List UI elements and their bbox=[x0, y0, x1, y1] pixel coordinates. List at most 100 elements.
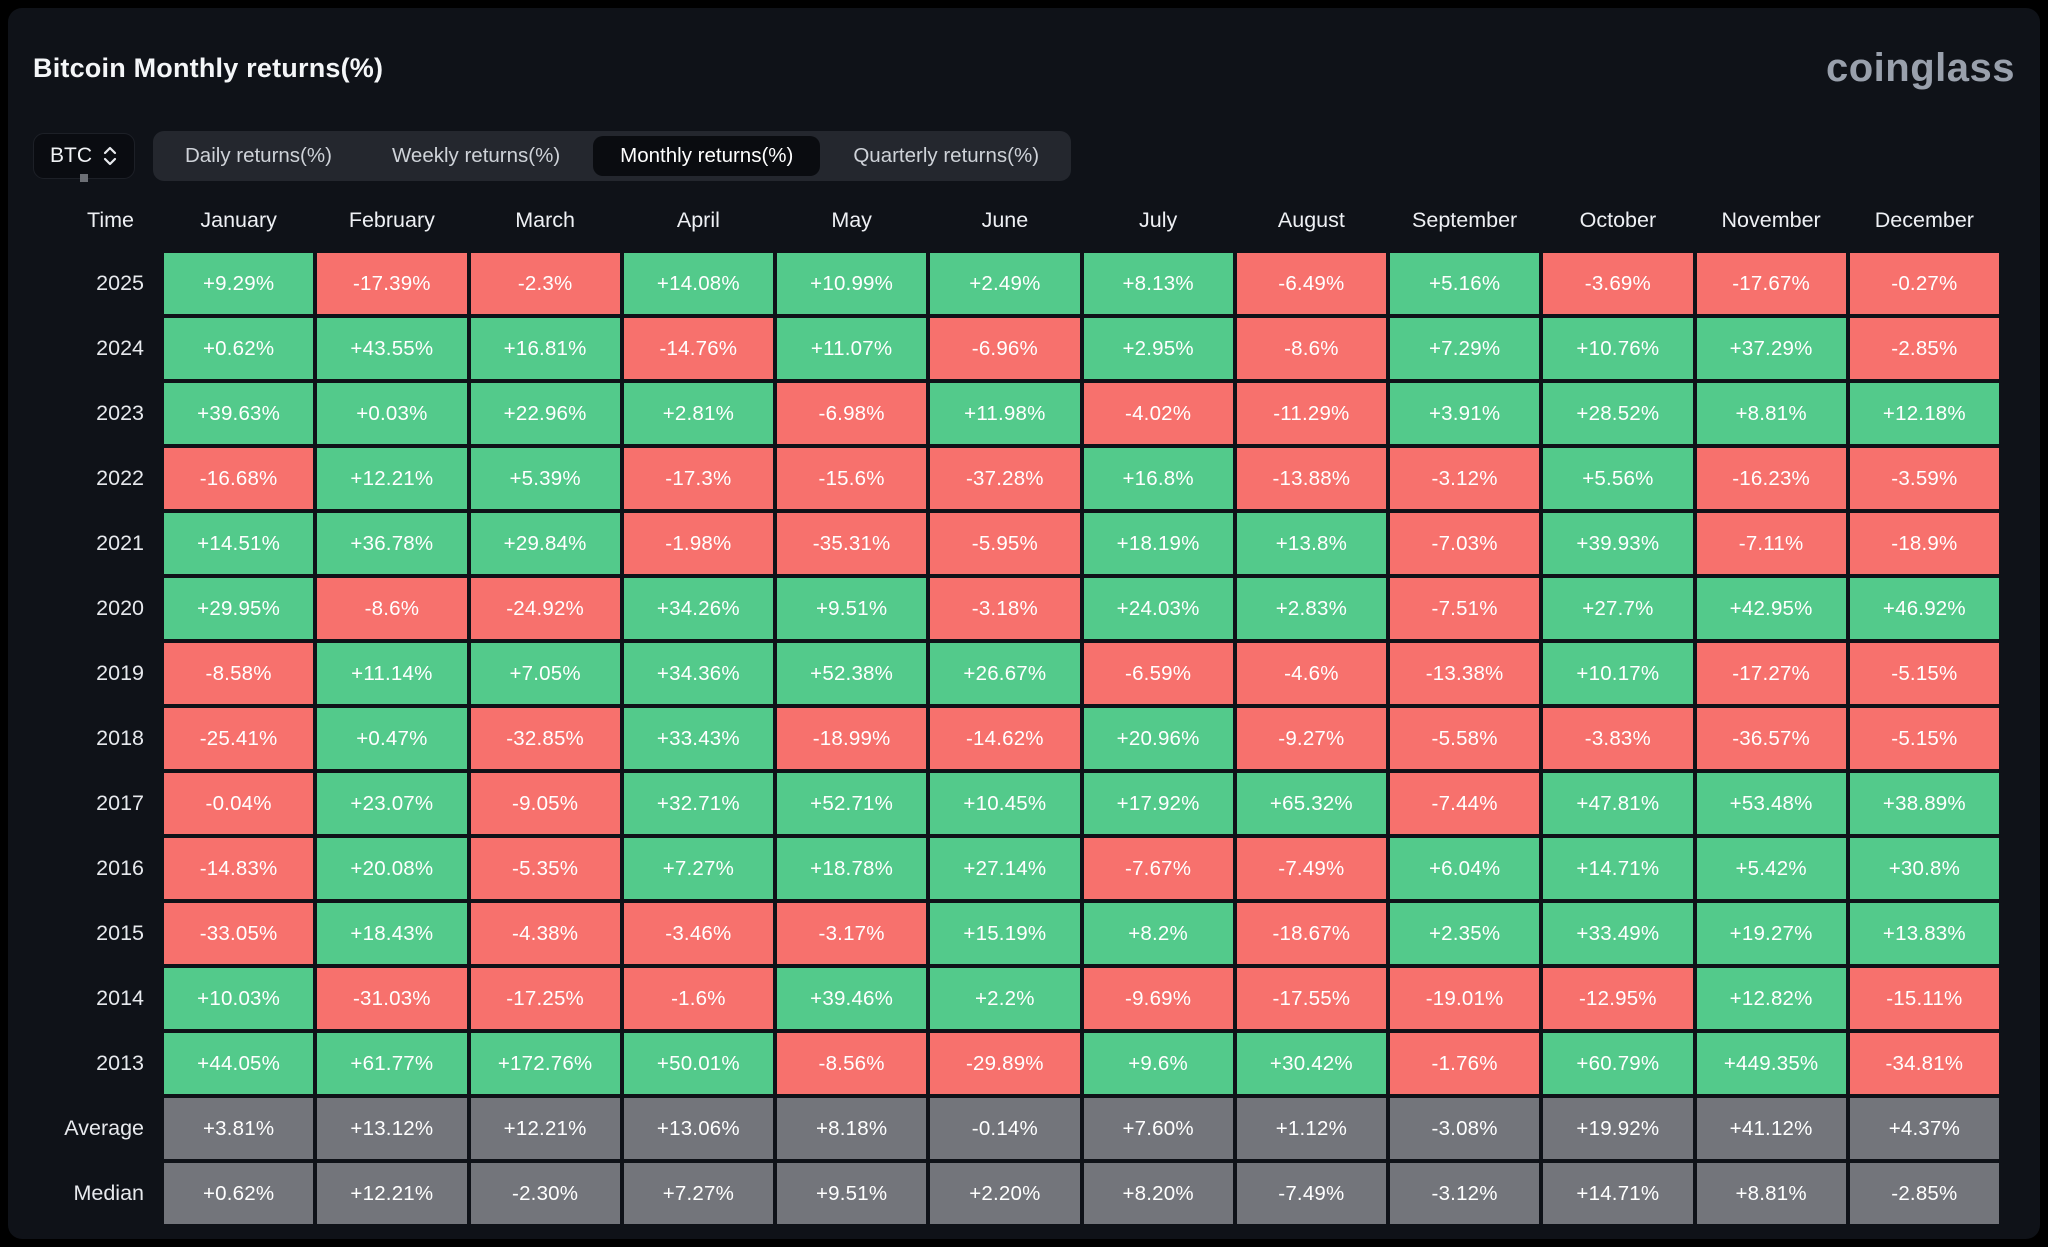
row-label: 2015 bbox=[96, 921, 144, 945]
row-label: 2023 bbox=[96, 401, 144, 425]
return-cell: +2.81% bbox=[623, 383, 773, 444]
return-cell: +33.43% bbox=[623, 708, 773, 769]
return-cell: +2.20% bbox=[930, 1163, 1080, 1224]
return-cell: +14.08% bbox=[623, 253, 773, 314]
return-cell: -8.56% bbox=[777, 1033, 927, 1094]
return-cell: +23.07% bbox=[317, 773, 467, 834]
return-cell: +39.93% bbox=[1543, 513, 1693, 574]
return-cell: -8.6% bbox=[317, 578, 467, 639]
return-cell: +52.71% bbox=[777, 773, 927, 834]
return-cell: +50.01% bbox=[623, 1033, 773, 1094]
return-cell: +16.81% bbox=[470, 318, 620, 379]
return-cell: -5.15% bbox=[1849, 643, 1999, 704]
return-cell: +0.03% bbox=[317, 383, 467, 444]
return-cell: +19.27% bbox=[1696, 903, 1846, 964]
row-label: 2017 bbox=[96, 791, 144, 815]
return-cell: +18.43% bbox=[317, 903, 467, 964]
return-cell: -3.18% bbox=[930, 578, 1080, 639]
return-cell: +32.71% bbox=[623, 773, 773, 834]
return-cell: +8.13% bbox=[1083, 253, 1233, 314]
return-cell: +8.18% bbox=[777, 1098, 927, 1159]
return-cell: -7.03% bbox=[1390, 513, 1540, 574]
return-cell: -0.27% bbox=[1849, 253, 1999, 314]
return-cell: +24.03% bbox=[1083, 578, 1233, 639]
return-cell: -5.35% bbox=[470, 838, 620, 899]
return-cell: -17.25% bbox=[470, 968, 620, 1029]
tab-quarterly[interactable]: Quarterly returns(%) bbox=[853, 144, 1040, 167]
symbol-select[interactable]: BTC bbox=[33, 133, 135, 182]
return-cell: +0.47% bbox=[317, 708, 467, 769]
return-cell: -17.55% bbox=[1236, 968, 1386, 1029]
return-cell: +26.67% bbox=[930, 643, 1080, 704]
return-cell: -11.29% bbox=[1236, 383, 1386, 444]
return-cell: +11.07% bbox=[777, 318, 927, 379]
return-cell: -3.17% bbox=[777, 903, 927, 964]
return-cell: -36.57% bbox=[1696, 708, 1846, 769]
return-cell: +5.56% bbox=[1543, 448, 1693, 509]
row-label: 2016 bbox=[96, 856, 144, 880]
return-cell: -34.81% bbox=[1849, 1033, 1999, 1094]
returns-tab-group: Daily returns(%) Weekly returns(%) Monthly… bbox=[153, 131, 1072, 181]
return-cell: +60.79% bbox=[1543, 1033, 1693, 1094]
row-label: 2022 bbox=[96, 466, 144, 490]
return-cell: -6.96% bbox=[930, 318, 1080, 379]
monthly-returns-table: Time January February March April May June July… bbox=[33, 191, 1999, 1224]
return-cell: -32.85% bbox=[470, 708, 620, 769]
return-cell: +53.48% bbox=[1696, 773, 1846, 834]
return-cell: +12.21% bbox=[317, 448, 467, 509]
return-cell: +12.21% bbox=[317, 1163, 467, 1224]
tab-weekly[interactable]: Weekly returns(%) bbox=[391, 144, 561, 167]
return-cell: +2.49% bbox=[930, 253, 1080, 314]
return-cell: +2.83% bbox=[1236, 578, 1386, 639]
return-cell: -14.62% bbox=[930, 708, 1080, 769]
return-cell: +8.81% bbox=[1696, 1163, 1846, 1224]
return-cell: -25.41% bbox=[164, 708, 314, 769]
return-cell: +5.39% bbox=[470, 448, 620, 509]
return-cell: +47.81% bbox=[1543, 773, 1693, 834]
return-cell: +0.62% bbox=[164, 1163, 314, 1224]
return-cell: -2.85% bbox=[1849, 318, 1999, 379]
return-cell: -3.46% bbox=[623, 903, 773, 964]
return-cell: -29.89% bbox=[930, 1033, 1080, 1094]
return-cell: +7.27% bbox=[623, 1163, 773, 1224]
return-cell: +17.92% bbox=[1083, 773, 1233, 834]
return-cell: -8.58% bbox=[164, 643, 314, 704]
return-cell: -2.30% bbox=[470, 1163, 620, 1224]
return-cell: +9.51% bbox=[777, 1163, 927, 1224]
return-cell: +10.76% bbox=[1543, 318, 1693, 379]
return-cell: -37.28% bbox=[930, 448, 1080, 509]
return-cell: +5.42% bbox=[1696, 838, 1846, 899]
return-cell: +14.71% bbox=[1543, 838, 1693, 899]
tab-daily[interactable]: Daily returns(%) bbox=[185, 144, 332, 167]
row-label: 2018 bbox=[96, 726, 144, 750]
return-cell: -14.76% bbox=[623, 318, 773, 379]
return-cell: +39.63% bbox=[164, 383, 314, 444]
column-header-month: June bbox=[981, 207, 1029, 232]
return-cell: +13.83% bbox=[1849, 903, 1999, 964]
tab-monthly[interactable]: Monthly returns(%) bbox=[593, 136, 821, 176]
coinglass-logo: coinglass bbox=[1825, 46, 2015, 90]
return-cell: +14.51% bbox=[164, 513, 314, 574]
return-cell: -3.12% bbox=[1390, 448, 1540, 509]
return-cell: -3.12% bbox=[1390, 1163, 1540, 1224]
return-cell: +20.96% bbox=[1083, 708, 1233, 769]
return-cell: -7.44% bbox=[1390, 773, 1540, 834]
return-cell: +13.8% bbox=[1236, 513, 1386, 574]
return-cell: +449.35% bbox=[1696, 1033, 1846, 1094]
return-cell: -3.69% bbox=[1543, 253, 1693, 314]
select-notch bbox=[80, 174, 88, 182]
return-cell: +13.06% bbox=[623, 1098, 773, 1159]
return-cell: -16.23% bbox=[1696, 448, 1846, 509]
return-cell: +30.42% bbox=[1236, 1033, 1386, 1094]
column-header-month: February bbox=[348, 207, 435, 232]
row-label: 2014 bbox=[96, 986, 144, 1010]
return-cell: +9.6% bbox=[1083, 1033, 1233, 1094]
row-label: 2020 bbox=[96, 596, 144, 620]
return-cell: -12.95% bbox=[1543, 968, 1693, 1029]
return-cell: -4.6% bbox=[1236, 643, 1386, 704]
return-cell: +34.36% bbox=[623, 643, 773, 704]
return-cell: +37.29% bbox=[1696, 318, 1846, 379]
return-cell: -3.08% bbox=[1390, 1098, 1540, 1159]
column-header-month: April bbox=[676, 207, 720, 232]
return-cell: +12.82% bbox=[1696, 968, 1846, 1029]
